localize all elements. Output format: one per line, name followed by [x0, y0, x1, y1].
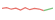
series-line: [44, 8, 53, 11]
series-line: [2, 8, 44, 11]
chart: [0, 0, 55, 20]
plot-area: [2, 8, 53, 11]
